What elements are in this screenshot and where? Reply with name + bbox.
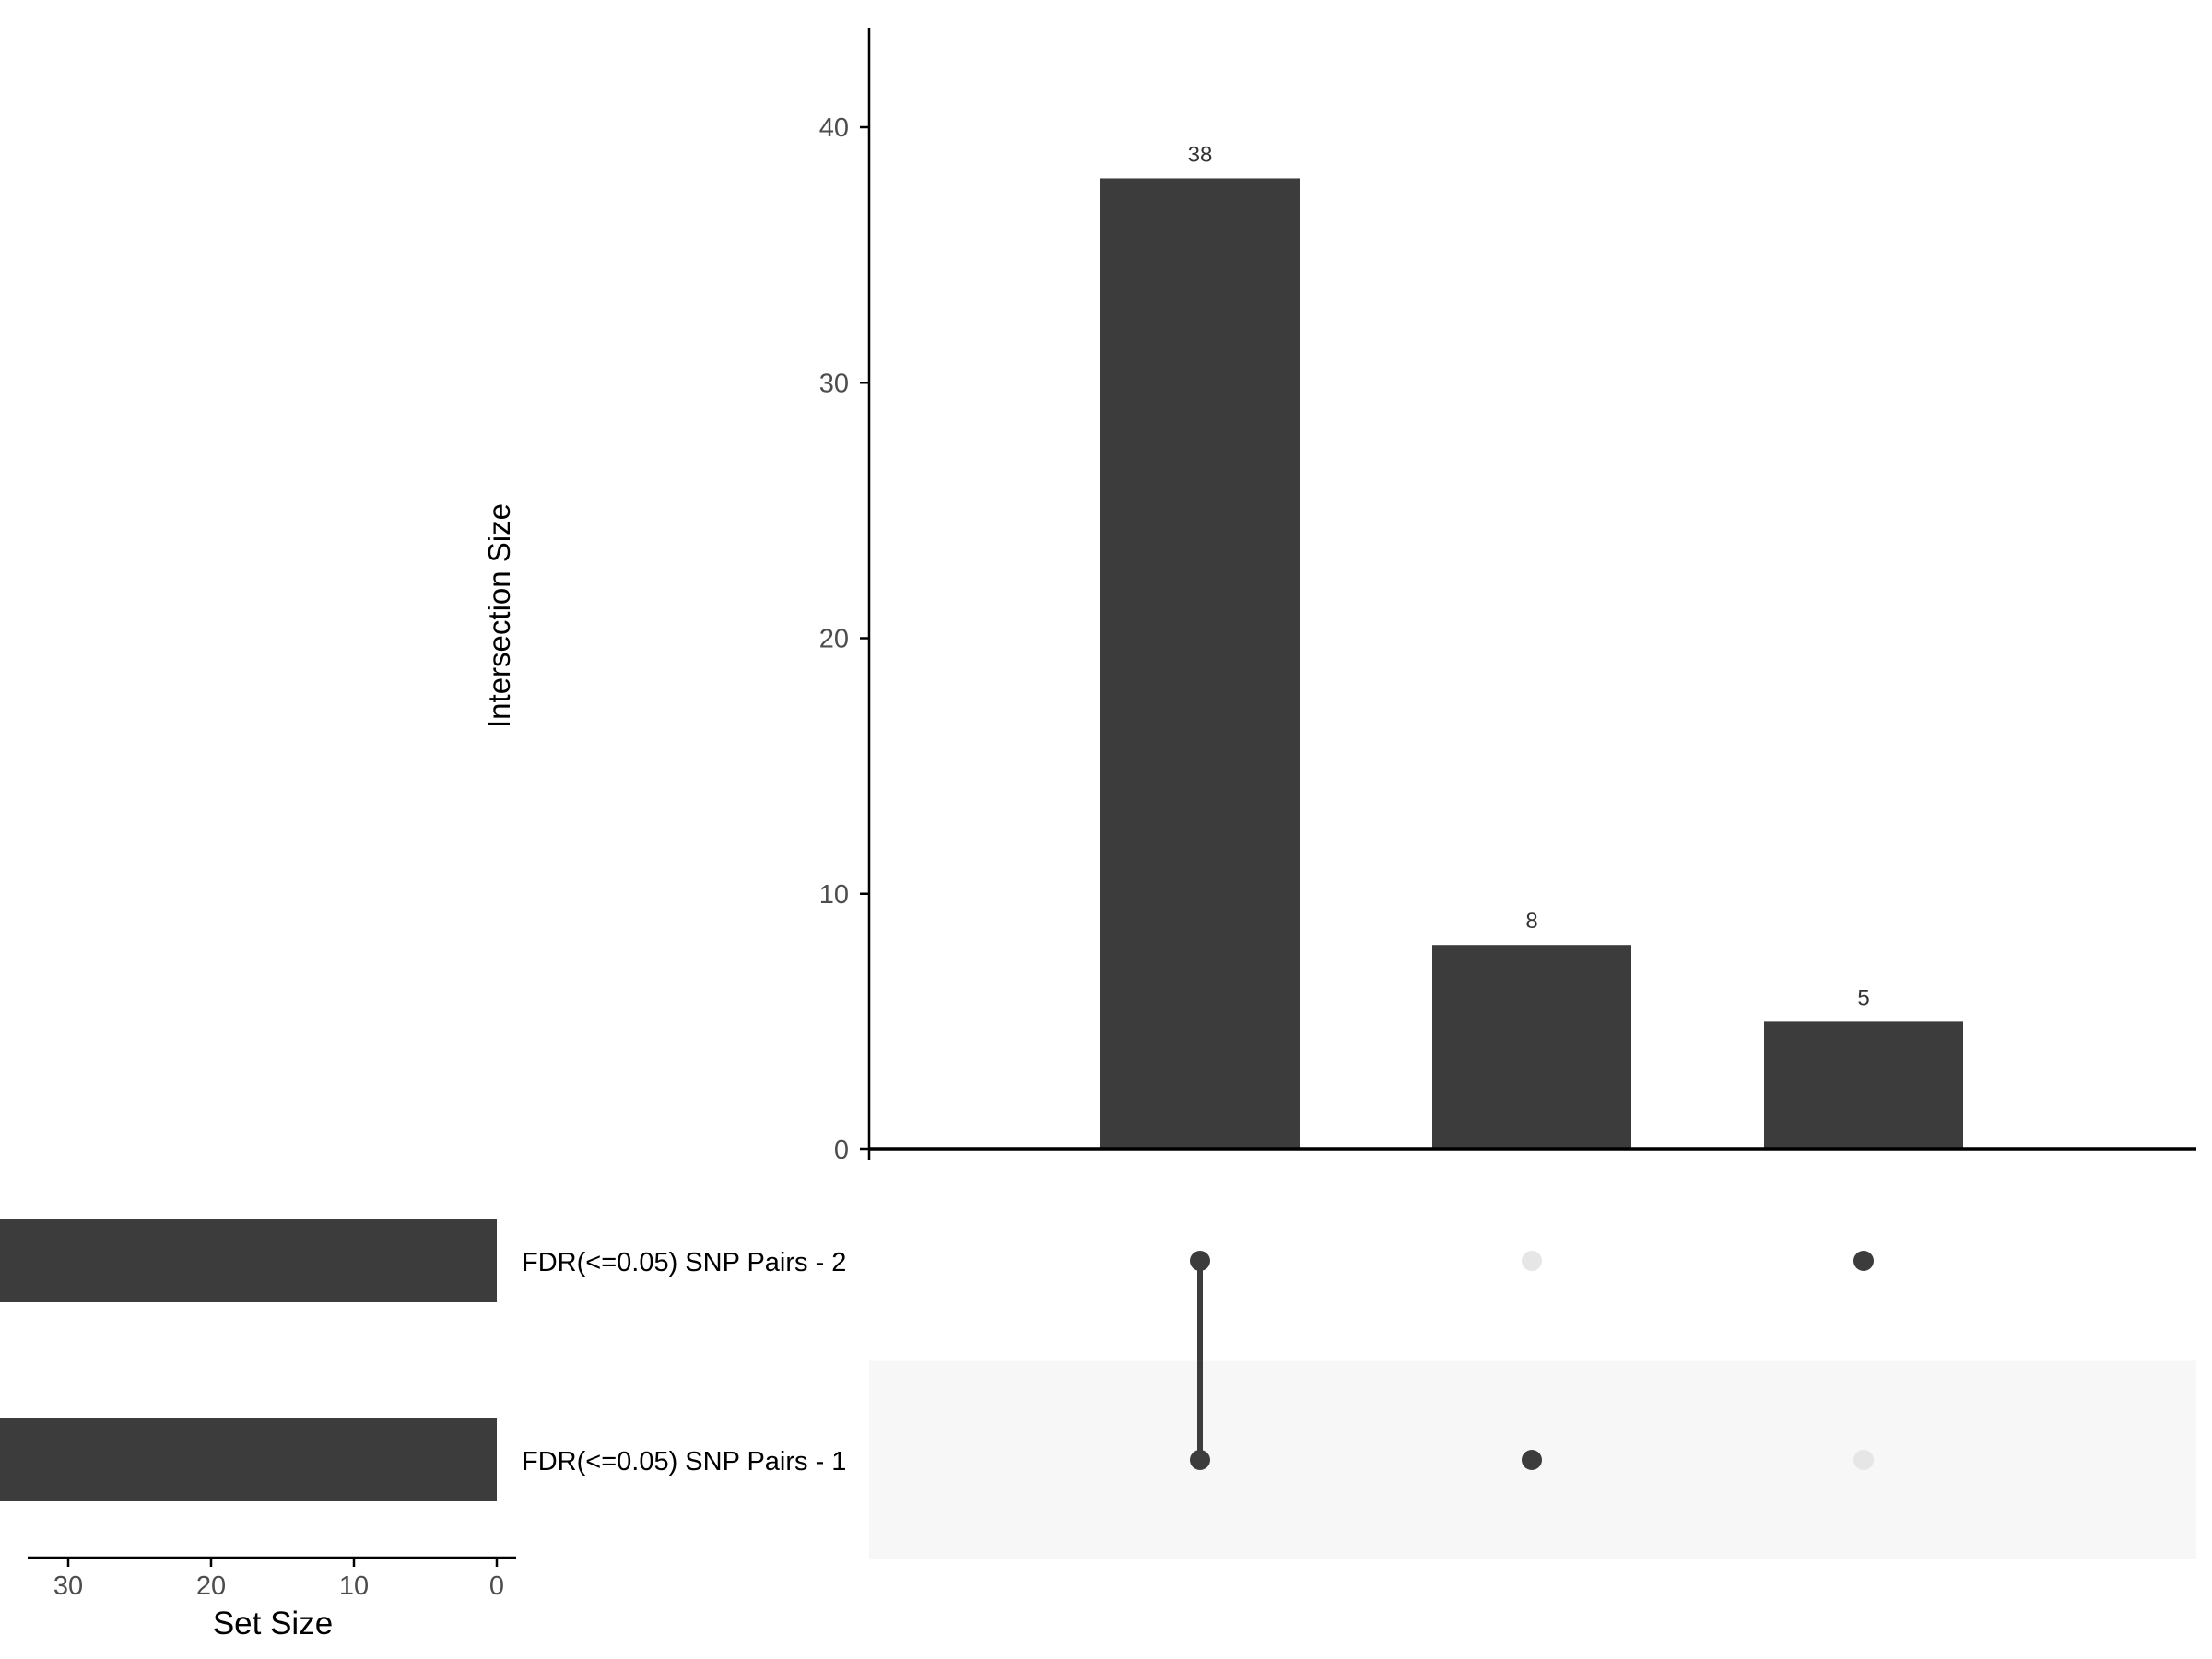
- intersection-size-tick-label: 0: [834, 1135, 849, 1165]
- intersection-bars: [1100, 178, 1963, 1150]
- set-size-bars: [0, 1219, 497, 1501]
- intersection-size-tick-label: 30: [819, 369, 849, 398]
- set-size-bar: [0, 1418, 497, 1501]
- intersection-bar-labels: 38 8 5: [1188, 142, 1870, 1010]
- intersection-bar-label: 5: [1857, 985, 1869, 1010]
- set-size-tick-label: 0: [489, 1571, 504, 1601]
- set-name-labels: FDR(<=0.05) SNP Pairs - 2 FDR(<=0.05) SNP…: [522, 1248, 846, 1477]
- matrix-dot-inactive: [1853, 1450, 1874, 1470]
- intersection-size-tick-label: 20: [819, 625, 849, 654]
- intersection-size-axis: 0 10 20 30 40: [819, 28, 2196, 1165]
- matrix-dot-active: [1522, 1450, 1542, 1470]
- matrix-dot-active: [1853, 1251, 1874, 1271]
- intersection-size-tick-label: 10: [819, 880, 849, 910]
- set-size-tick-label: 10: [339, 1571, 369, 1601]
- intersection-size-axis-title: Intersection Size: [482, 503, 516, 728]
- set-size-bar: [0, 1219, 497, 1302]
- set-name-label: FDR(<=0.05) SNP Pairs - 1: [522, 1447, 846, 1477]
- intersection-size-tick-label: 40: [819, 113, 849, 143]
- set-size-axis-title: Set Size: [213, 1606, 333, 1641]
- intersection-matrix: [1190, 1251, 1874, 1470]
- set-name-label: FDR(<=0.05) SNP Pairs - 2: [522, 1248, 846, 1277]
- intersection-bar: [1432, 945, 1631, 1149]
- intersection-bar: [1100, 178, 1300, 1150]
- matrix-dot-inactive: [1522, 1251, 1542, 1271]
- intersection-bar-label: 8: [1525, 909, 1537, 934]
- set-size-tick-label: 20: [196, 1571, 226, 1601]
- intersection-bar: [1764, 1021, 1963, 1149]
- set-size-axis: 403020100: [28, 1556, 516, 1601]
- intersection-bar-label: 38: [1188, 142, 1213, 167]
- set-size-tick-label: 30: [53, 1571, 83, 1601]
